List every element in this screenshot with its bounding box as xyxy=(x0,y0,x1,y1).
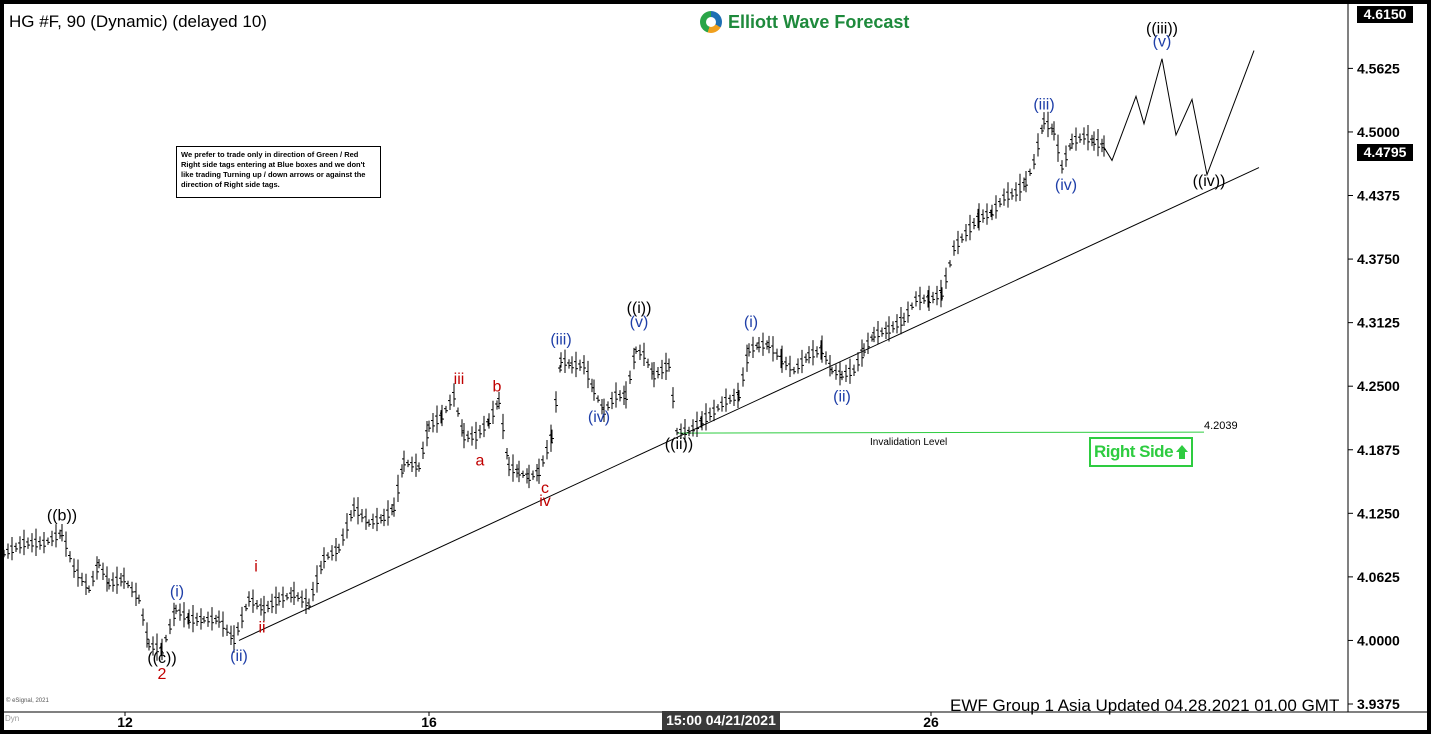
wave-label: i xyxy=(254,558,258,575)
y-tick-label: 4.0000 xyxy=(1357,632,1400,648)
x-tick-label: 12 xyxy=(117,714,133,730)
logo: Elliott Wave Forecast xyxy=(700,11,909,33)
wave-label: 2 xyxy=(158,666,167,683)
wave-label: (ii) xyxy=(230,648,248,665)
invalidation-line xyxy=(676,431,1205,434)
arrow-up-icon xyxy=(1176,445,1189,459)
top-price-tag: 4.6150 xyxy=(1357,6,1413,23)
logo-text: Elliott Wave Forecast xyxy=(728,11,910,32)
wave-label: (i) xyxy=(744,314,758,331)
wave-label: iii xyxy=(454,371,465,388)
wave-label: (iii) xyxy=(550,331,571,348)
wave-label: b xyxy=(493,378,502,395)
current-price-tag: 4.4795 xyxy=(1357,144,1413,161)
wave-label: ii xyxy=(258,619,265,636)
invalidation-value: 4.2039 xyxy=(1204,420,1238,432)
y-tick-label: 4.5000 xyxy=(1357,124,1400,140)
y-tick-label: 4.3750 xyxy=(1357,251,1400,267)
y-tick-label: 4.3125 xyxy=(1357,315,1400,331)
wave-label: ((c)) xyxy=(147,650,176,667)
dyn-label: Dyn xyxy=(5,714,20,723)
invalidation-label: Invalidation Level xyxy=(870,437,947,448)
wave-label: ((b)) xyxy=(47,507,77,524)
wave-label: (v) xyxy=(630,314,649,331)
wave-label: (iv) xyxy=(1055,177,1077,194)
wave-label: ((i)) xyxy=(627,300,652,317)
cursor-date: 15:00 04/21/2021 xyxy=(662,711,780,730)
logo-icon xyxy=(700,11,722,33)
wave-label: a xyxy=(476,453,485,470)
y-tick-label: 4.1875 xyxy=(1357,442,1400,458)
y-tick-label: 4.1250 xyxy=(1357,505,1400,521)
y-tick-label: 4.2500 xyxy=(1357,378,1400,394)
wave-label: (iii) xyxy=(1033,97,1054,114)
wave-label: ((iii)) xyxy=(1146,20,1178,37)
x-tick-label: 26 xyxy=(923,714,939,730)
x-tick-label: 16 xyxy=(421,714,437,730)
y-tick-label: 4.5625 xyxy=(1357,60,1400,76)
projection-path xyxy=(1103,50,1255,177)
plot-area xyxy=(4,4,1427,730)
esignal-copyright: © eSignal, 2021 xyxy=(6,698,49,704)
wave-label: (iv) xyxy=(588,409,610,426)
wave-label: (ii) xyxy=(833,388,851,405)
trading-note: We prefer to trade only in direction of … xyxy=(176,146,381,198)
trend-line xyxy=(238,167,1260,641)
wave-label: iv xyxy=(539,493,551,510)
y-tick-label: 3.9375 xyxy=(1357,696,1400,712)
wave-label: (v) xyxy=(1153,34,1172,51)
updated-text: EWF Group 1 Asia Updated 04.28.2021 01.0… xyxy=(950,696,1340,715)
wave-label: (i) xyxy=(170,584,184,601)
y-tick-label: 4.4375 xyxy=(1357,188,1400,204)
wave-label: c xyxy=(541,480,549,497)
wave-label: ((iv)) xyxy=(1193,173,1226,190)
right-side-label: Right Side xyxy=(1093,442,1174,461)
y-tick-label: 4.0625 xyxy=(1357,569,1400,585)
right-side-tag: Right Side xyxy=(1089,437,1193,467)
chart-title: HG #F, 90 (Dynamic) (delayed 10) xyxy=(9,12,267,31)
wave-label: ((ii)) xyxy=(665,436,693,453)
